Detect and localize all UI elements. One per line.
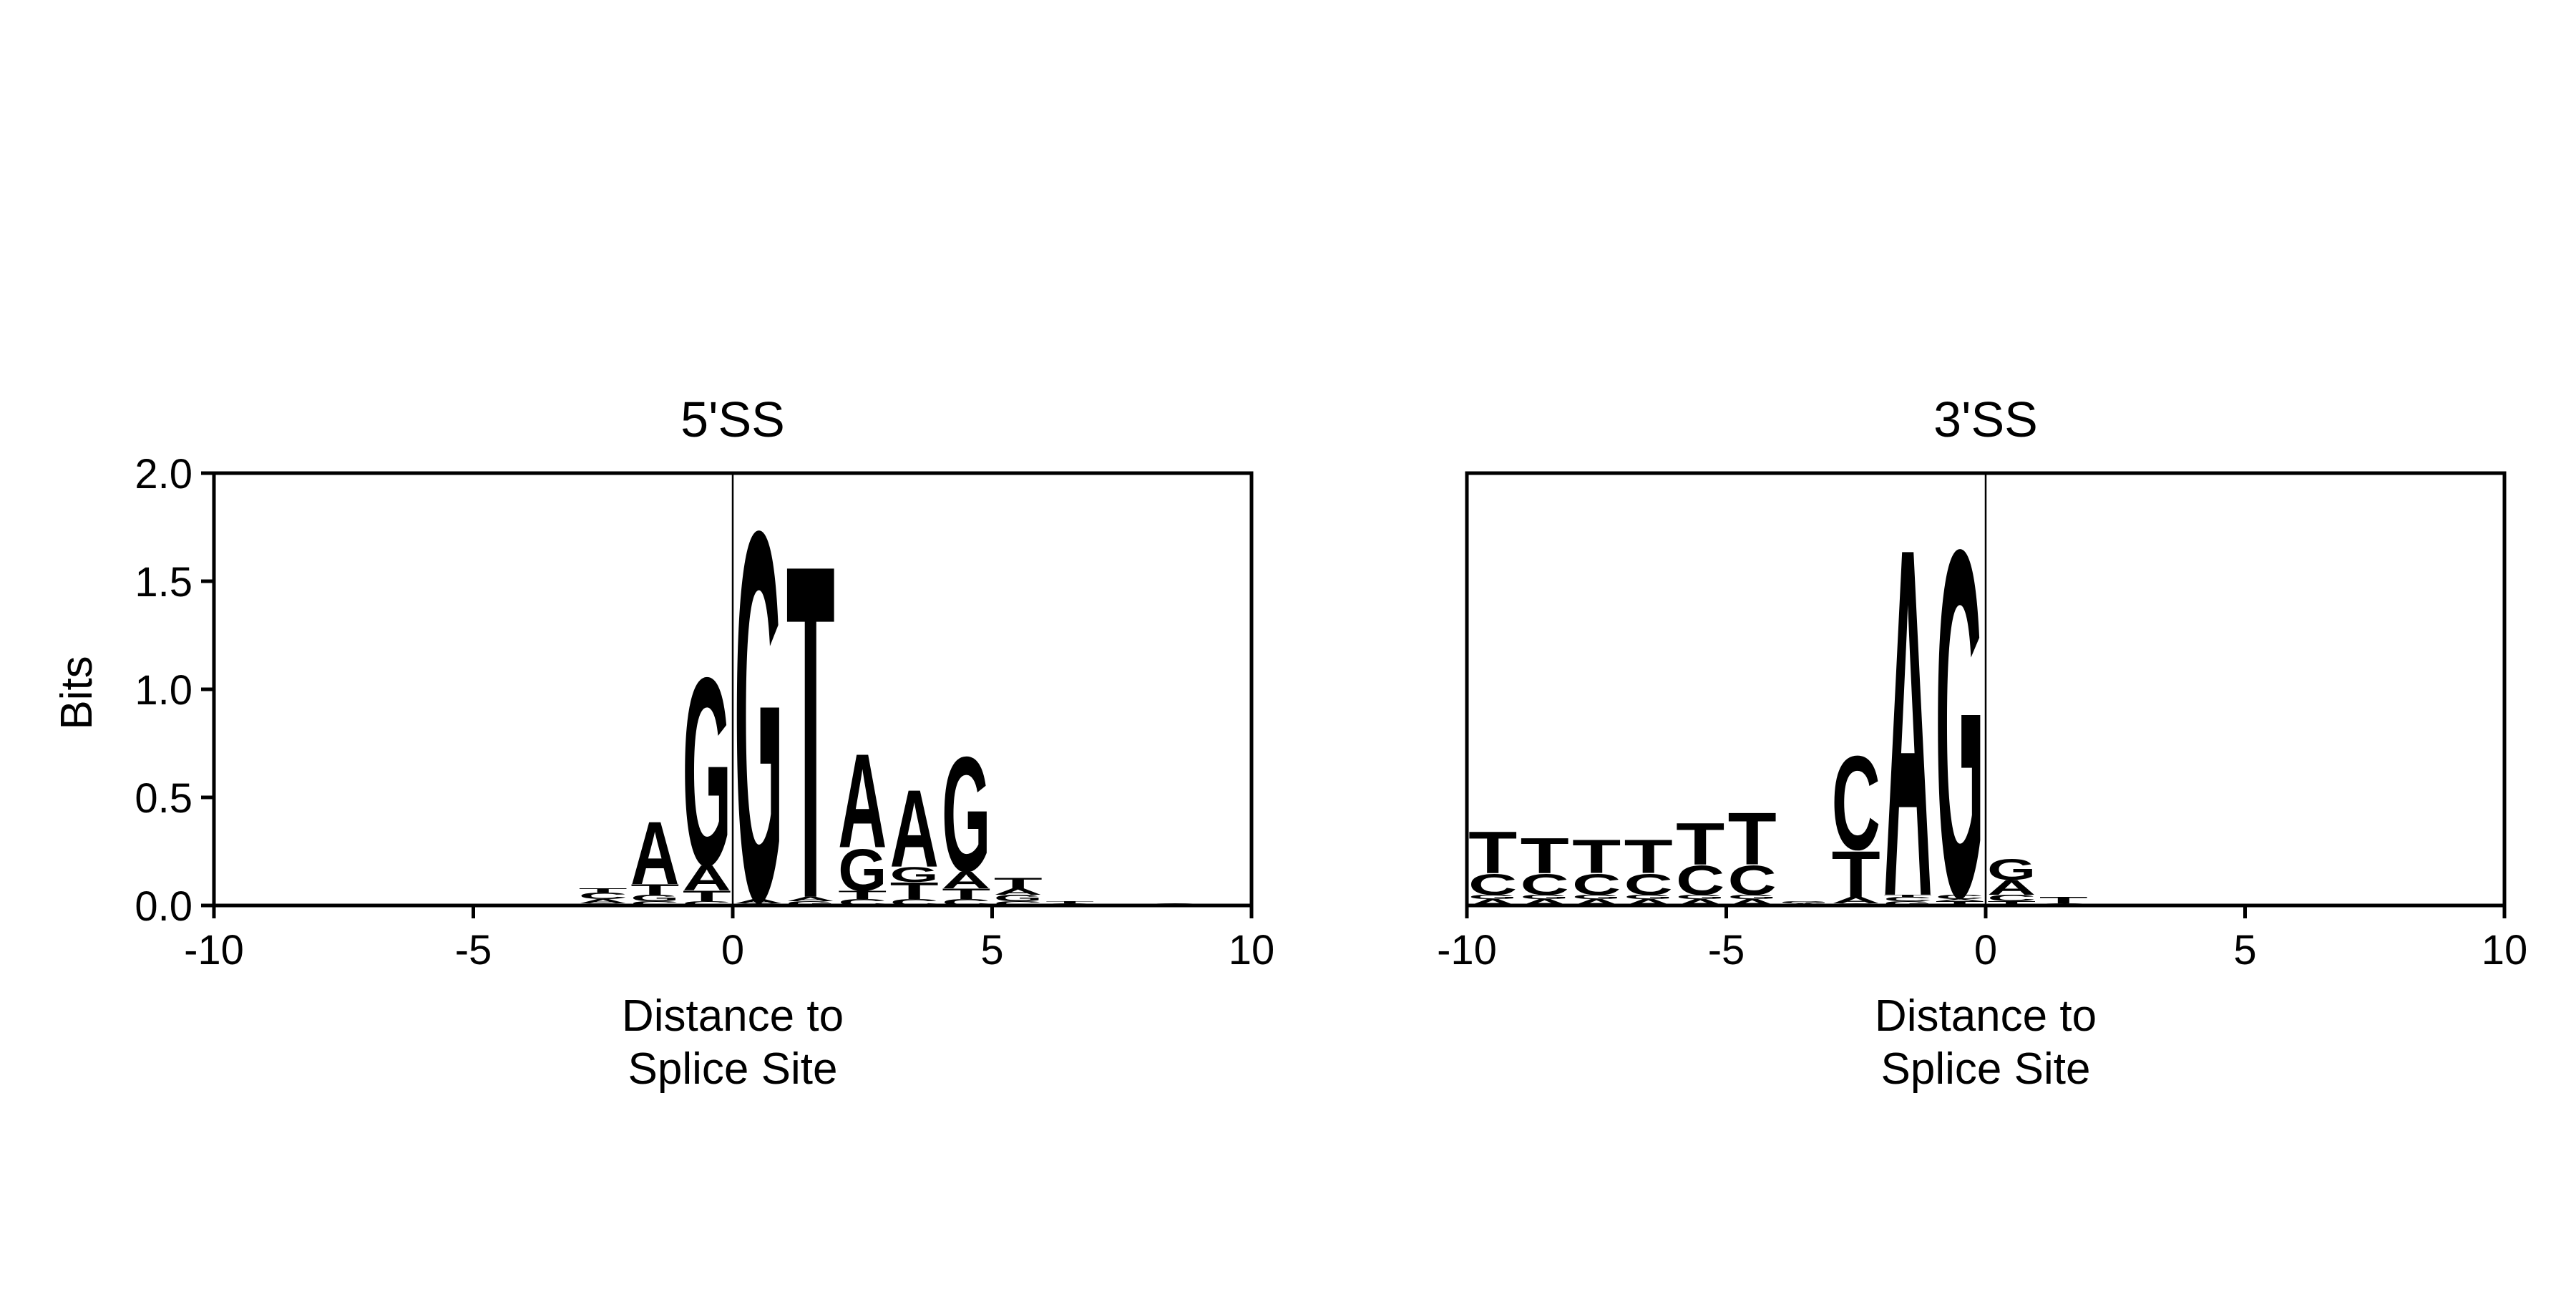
- logo-letter-t: T: [1832, 837, 1880, 910]
- x-tick-label: 5: [980, 927, 1003, 973]
- y-tick-label: 2.0: [135, 451, 192, 497]
- logo-letter-a: A: [1987, 876, 2036, 900]
- y-tick-label: 1.0: [135, 667, 192, 714]
- logo-letter-c: C: [1832, 729, 1880, 878]
- x-tick-label: 10: [2482, 927, 2528, 973]
- panel-title: 3'SS: [1933, 392, 2038, 447]
- x-axis-label-line2: Splice Site: [1881, 1044, 2091, 1094]
- logo-letter-c: C: [1987, 893, 2036, 903]
- x-tick-label: -10: [1437, 927, 1497, 973]
- logo-letter-c: C: [1883, 895, 1932, 902]
- logo-letter-g: G: [1780, 900, 1828, 904]
- logo-letter-c: C: [994, 900, 1043, 907]
- logo-letter-c: C: [1572, 868, 1621, 901]
- logo-letter-t: T: [579, 887, 628, 893]
- logo-letter-a: A: [683, 859, 731, 899]
- logo-letter-g: G: [1624, 894, 1673, 900]
- logo-letter-g: G: [734, 422, 783, 1011]
- logo-letter-t: T: [942, 885, 990, 902]
- logo-letter-g: G: [786, 900, 835, 907]
- logo-letter-c: C: [1676, 857, 1724, 903]
- y-tick-label: 0.0: [135, 883, 192, 930]
- logo-letter-t: T: [994, 875, 1043, 891]
- y-tick-label: 1.5: [135, 559, 192, 606]
- panel-title: 5'SS: [680, 392, 785, 447]
- logo-letter-t: T: [1624, 830, 1673, 883]
- x-tick-label: 0: [721, 927, 744, 973]
- logo-letter-t: T: [2039, 895, 2088, 905]
- logo-letter-c: C: [683, 900, 731, 907]
- logo-letter-a: A: [942, 867, 990, 893]
- logo-letter-a: A: [994, 887, 1043, 897]
- logo-letter-g: G: [942, 722, 990, 905]
- logo-letter-t: T: [683, 888, 731, 904]
- logo-letter-a: A: [1832, 895, 1880, 905]
- logo-letter-a: A: [734, 898, 783, 905]
- y-tick-label: 0.5: [135, 775, 192, 822]
- logo-letter-t: T: [838, 888, 887, 902]
- x-axis-label-line1: Distance to: [1875, 991, 2097, 1041]
- logo-letter-c: C: [1936, 893, 1984, 900]
- logo-letter-t: T: [1728, 797, 1777, 880]
- x-ticks: -10 -5 0 5 10: [184, 905, 1274, 973]
- logo-letter-g: G: [838, 837, 887, 904]
- logo-letter-a: A: [630, 804, 679, 903]
- x-tick-label: 0: [1974, 927, 1997, 973]
- x-tick-label: 10: [1229, 927, 1275, 973]
- y-axis-label: Bits: [52, 656, 102, 729]
- logo-letter-g: G: [1883, 900, 1932, 907]
- y-ticks: 0.0 0.5 1.0 1.5 2.0: [135, 451, 214, 930]
- logo-letter-t: T: [1468, 819, 1517, 885]
- logo-letter-t: T: [1572, 830, 1621, 883]
- logo-letter-g: G: [1728, 894, 1777, 900]
- x-ticks: -10 -5 0 5 10: [1437, 905, 2527, 973]
- logo-letter-t: T: [786, 465, 835, 999]
- logo-letter-c: C: [1468, 868, 1517, 901]
- logo-letter-g: G: [630, 893, 679, 903]
- logo-letter-a: A: [579, 898, 628, 905]
- logo-letter-a: A: [786, 895, 835, 902]
- x-tick-label: -5: [1708, 927, 1745, 973]
- logo-letter-g: G: [1521, 894, 1569, 900]
- logo-letter-t: T: [630, 881, 679, 898]
- logo-letter-c: C: [579, 891, 628, 901]
- logo-letter-g: G: [1936, 448, 1984, 1001]
- x-tick-label: -5: [455, 927, 492, 973]
- logo-letter-g: G: [1468, 894, 1517, 900]
- x-axis-label-line2: Splice Site: [628, 1044, 838, 1094]
- logo-letter-a: A: [1936, 898, 1984, 902]
- logo-letter-g: G: [1572, 894, 1621, 900]
- logo-letter-t: T: [1987, 900, 2036, 906]
- logo-letter-a: A: [838, 727, 887, 875]
- logo-letter-t: T: [1045, 900, 1094, 904]
- logo-letter-g: G: [1987, 853, 2036, 886]
- logo-letter-g: G: [994, 893, 1043, 903]
- x-axis-label-line1: Distance to: [622, 991, 844, 1041]
- logo-letter-c: C: [1624, 868, 1673, 901]
- x-tick-label: -10: [184, 927, 244, 973]
- logo-letter-a: A: [1883, 445, 1932, 1001]
- logo-letter-t: T: [1936, 900, 1984, 906]
- logo-letter-g: G: [683, 622, 731, 922]
- logo-letter-a: A: [890, 767, 939, 890]
- logo-letter-t: T: [1676, 810, 1724, 877]
- logo-letter-c: C: [630, 900, 679, 907]
- logo-letter-t: T: [1521, 827, 1569, 884]
- logo-letter-g: G: [890, 863, 939, 886]
- logo-letter-g: G: [1676, 894, 1724, 900]
- logo-letter-c: C: [1728, 857, 1777, 903]
- logo-letter-c: C: [1521, 868, 1569, 901]
- logo-letter-t: T: [890, 878, 939, 904]
- x-tick-label: 5: [2233, 927, 2256, 973]
- logo-letter-t: T: [1883, 894, 1932, 898]
